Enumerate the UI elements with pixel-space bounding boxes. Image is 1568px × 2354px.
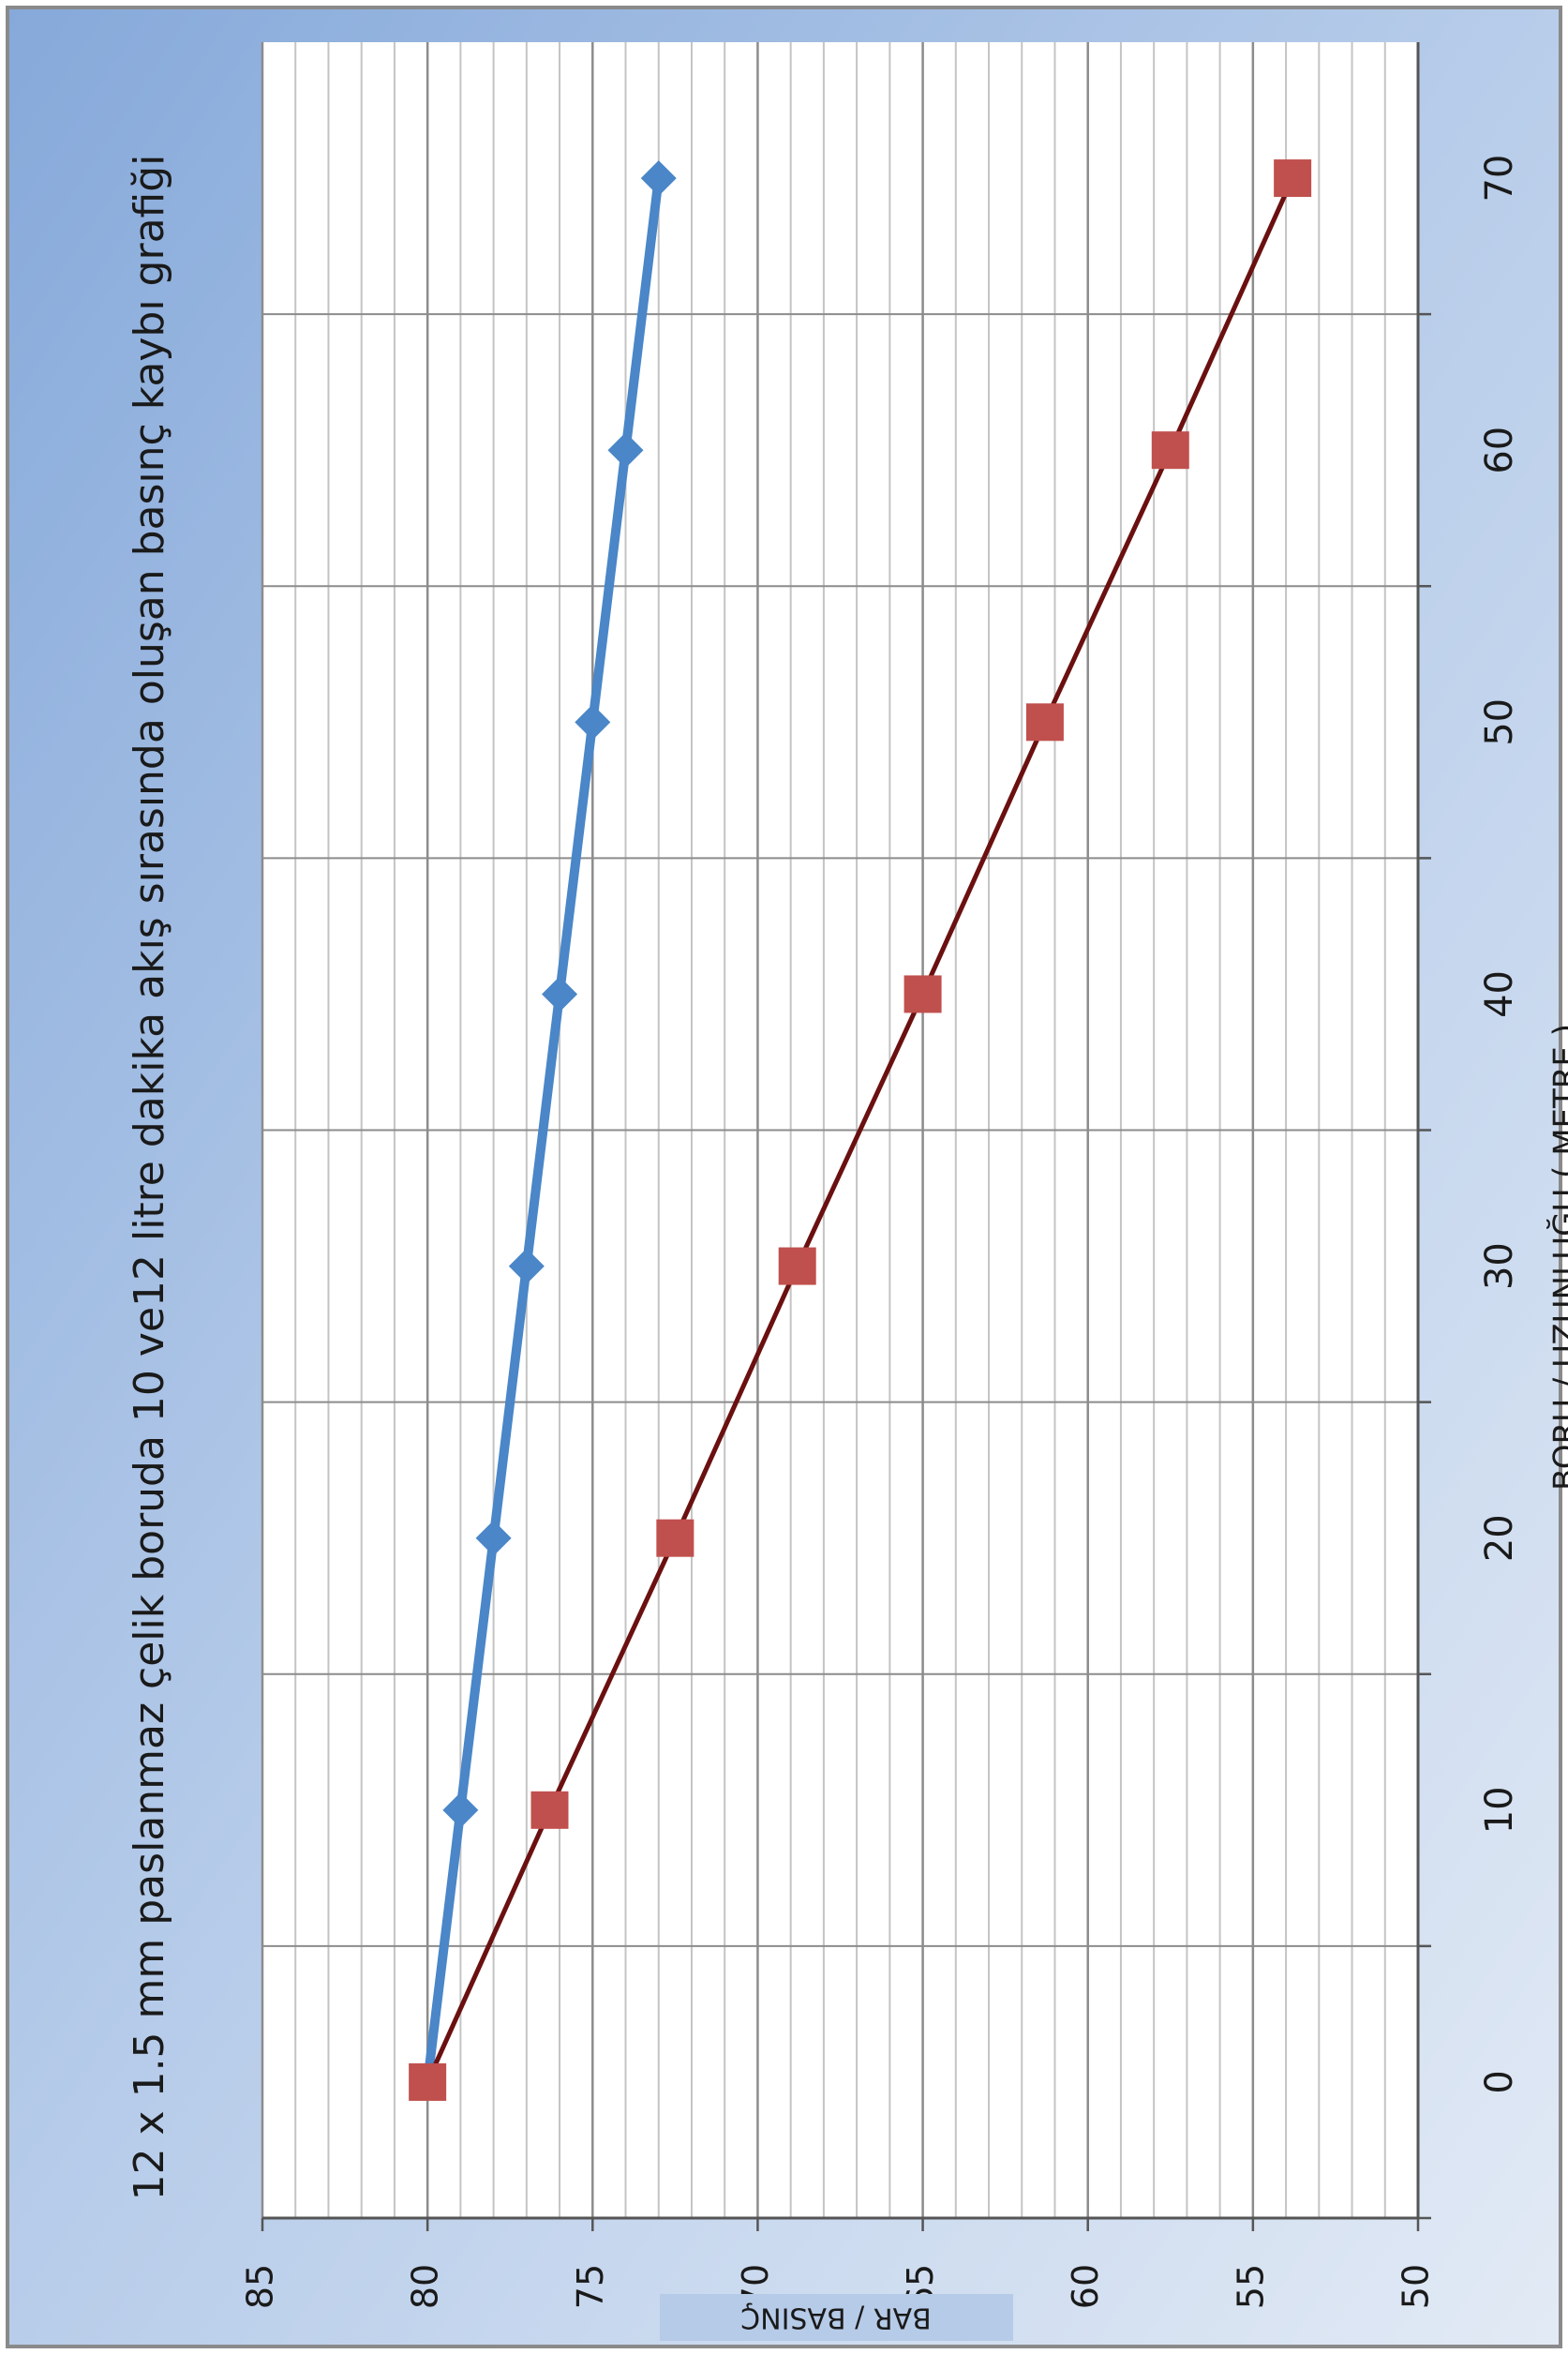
chart-title: 12 x 1.5 mm paslanmaz çelik boruda 10 ve… <box>126 155 173 2201</box>
y-tick-label: 85 <box>240 2264 281 2309</box>
x-tick-label: 40 <box>1478 970 1521 1018</box>
x-tick-label: 30 <box>1478 1242 1521 1290</box>
y-axis-label-box <box>660 2294 1013 2341</box>
point-marker <box>656 1519 694 1557</box>
point-marker <box>409 2062 447 2101</box>
point-marker <box>475 1520 512 1556</box>
x-tick-label: 60 <box>1478 427 1521 474</box>
point-marker <box>903 975 942 1013</box>
point-marker <box>1151 431 1189 470</box>
y-tick-label: 75 <box>570 2264 611 2309</box>
y-axis-label: BAR / BASINÇ <box>740 2302 932 2334</box>
point-marker <box>778 1247 816 1285</box>
point-marker <box>640 160 677 197</box>
point-marker <box>442 1792 479 1828</box>
x-tick-label: 10 <box>1478 1786 1521 1834</box>
y-tick-label: 50 <box>1396 2264 1437 2309</box>
x-tick-label: 20 <box>1478 1514 1521 1562</box>
y-tick-label: 80 <box>405 2264 446 2309</box>
x-axis-label: BORU / UZUNLUĞU ( METRE ) <box>1546 1024 1568 1491</box>
point-marker <box>542 976 578 1012</box>
y-tick-label: 60 <box>1065 2264 1106 2309</box>
x-tick-label: 70 <box>1478 155 1521 202</box>
point-marker <box>530 1791 569 1829</box>
point-marker <box>1274 159 1312 198</box>
point-marker <box>508 1248 545 1284</box>
point-marker <box>1025 703 1064 742</box>
point-marker <box>575 704 611 741</box>
rotated-chart: 12 x 1.5 mm paslanmaz çelik boruda 10 ve… <box>126 42 1568 2341</box>
series-line <box>423 177 664 2083</box>
series-line <box>425 177 1295 2083</box>
point-marker <box>607 432 644 469</box>
x-tick-label: 0 <box>1478 2070 1521 2093</box>
x-tick-label: 50 <box>1478 698 1521 746</box>
y-tick-label: 55 <box>1230 2264 1271 2309</box>
